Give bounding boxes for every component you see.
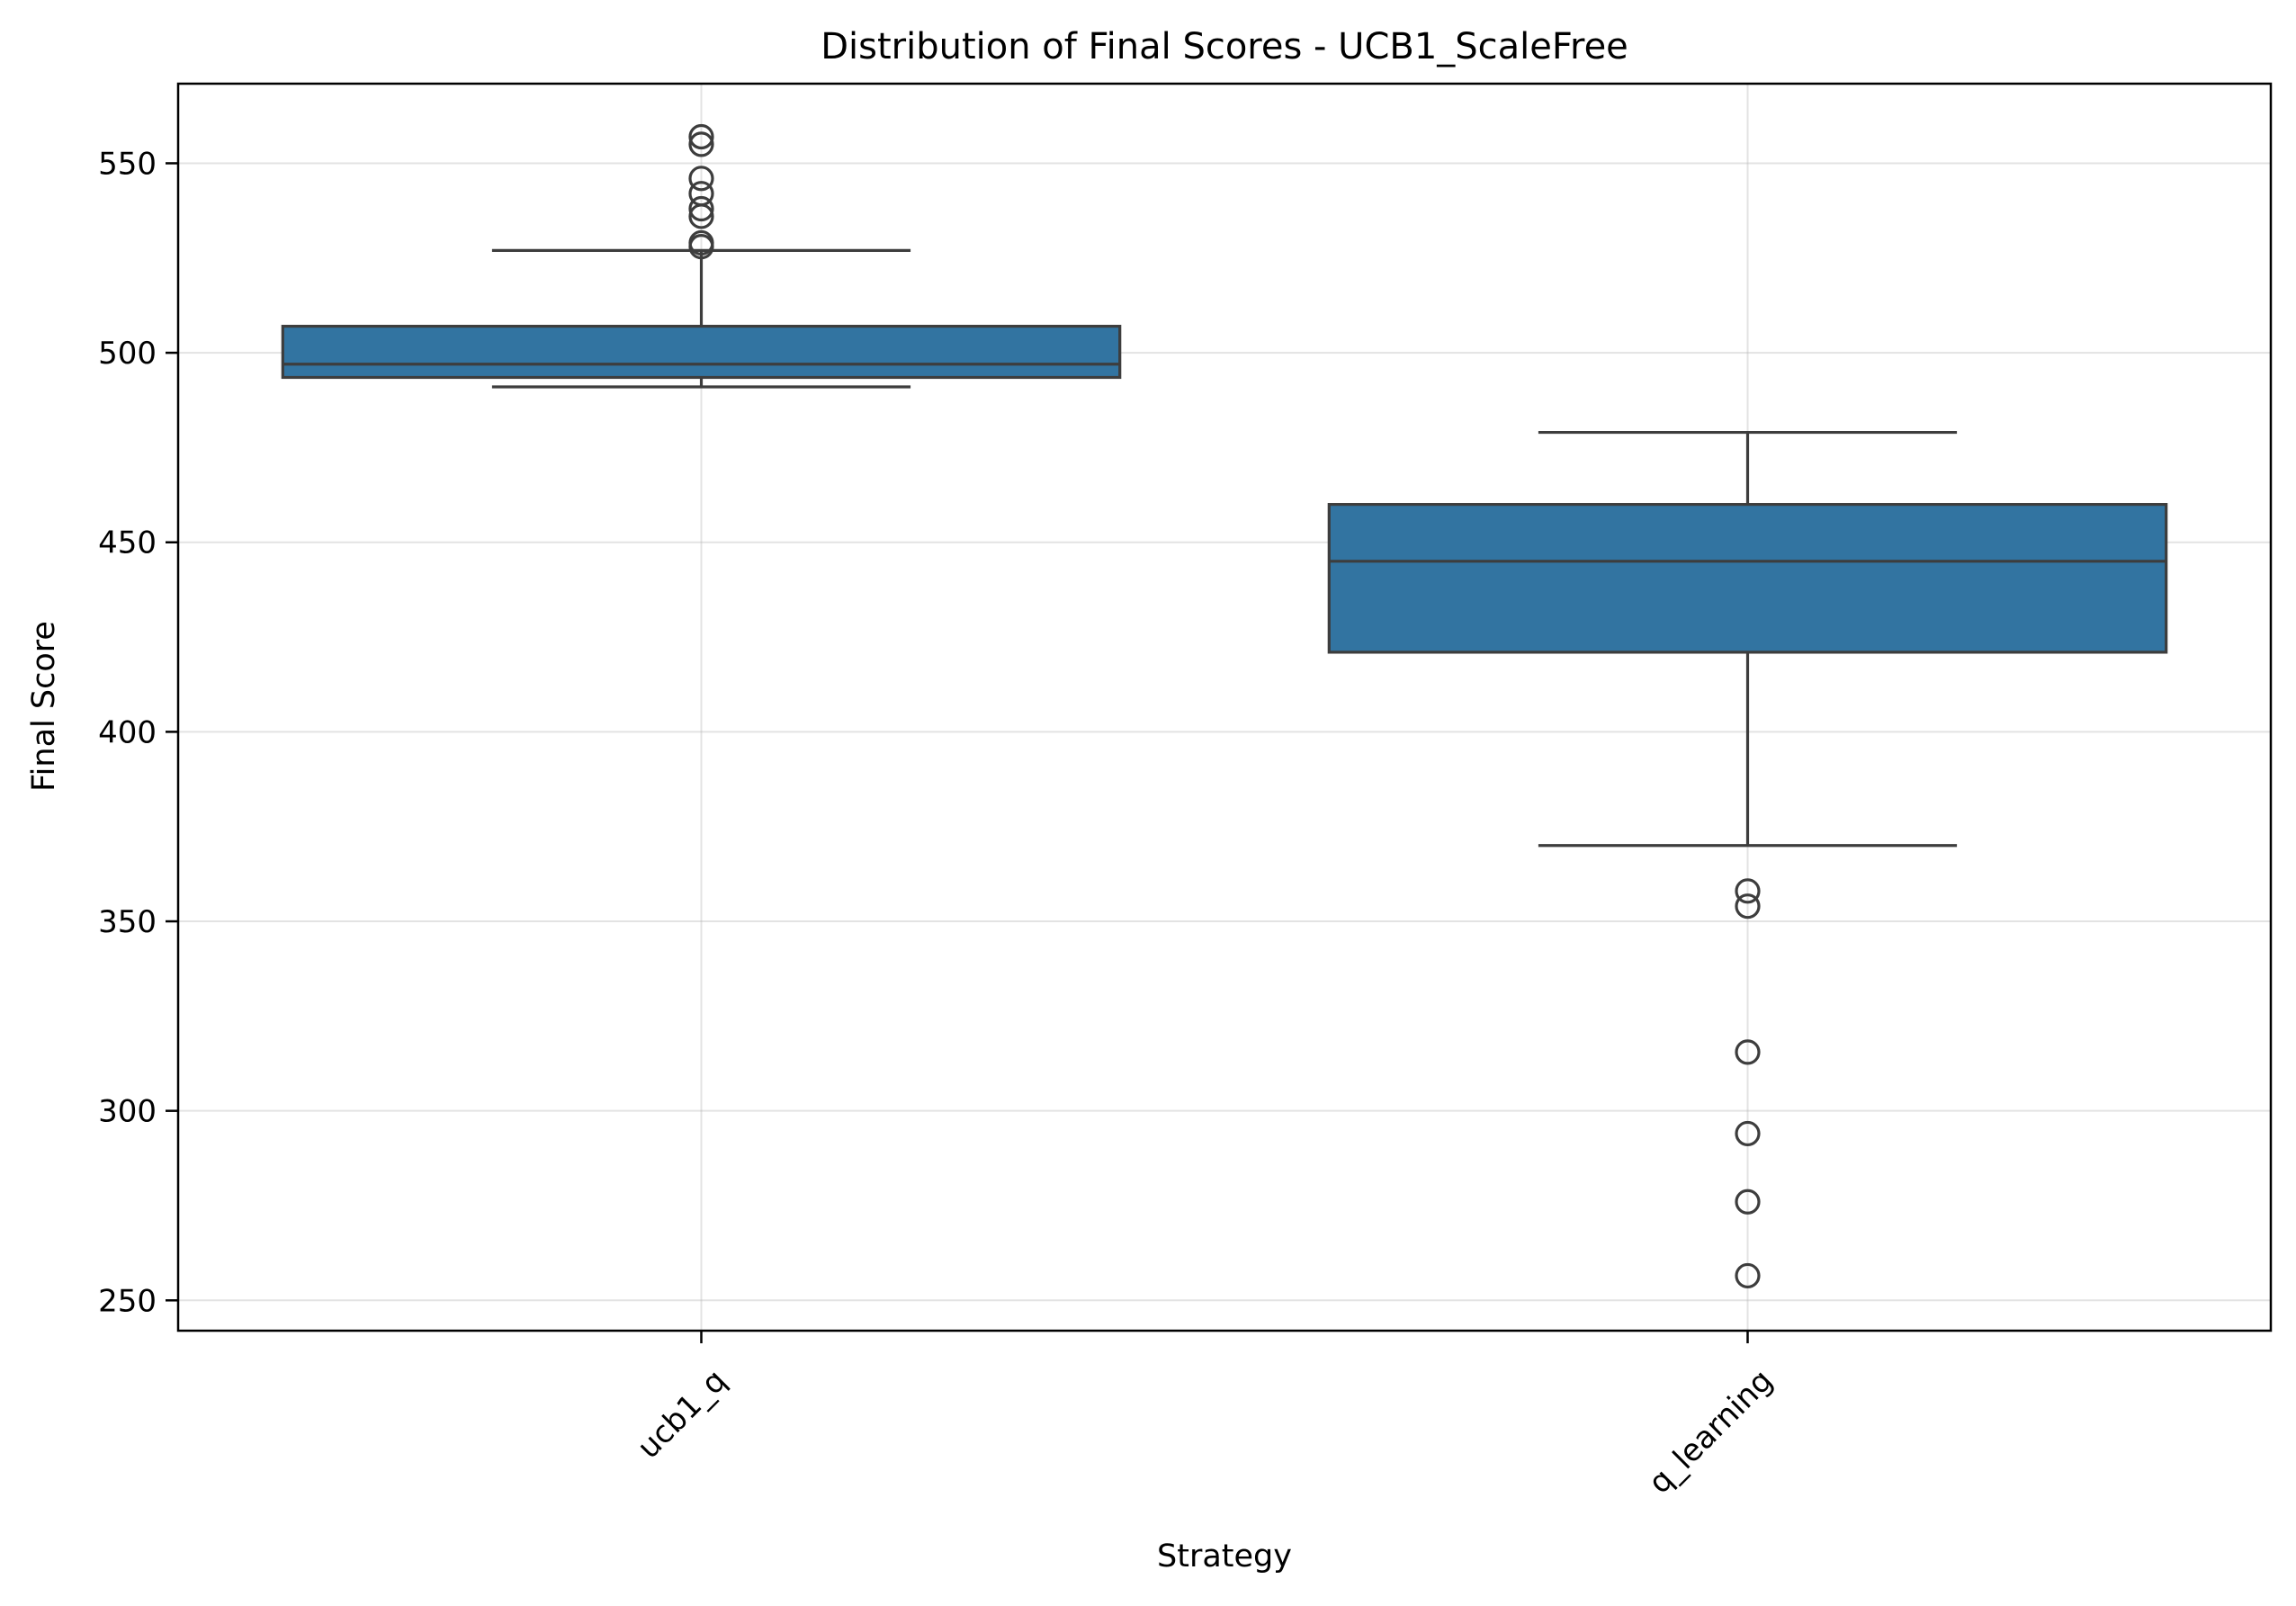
- outlier-point: [688, 229, 714, 256]
- y-axis-label: Final Score: [26, 621, 62, 792]
- x-axis-label: Strategy: [1157, 1539, 1292, 1575]
- outlier-point: [1735, 1039, 1761, 1065]
- outlier-point: [1735, 878, 1761, 904]
- y-tick-label: 550: [98, 146, 157, 182]
- box-body: [281, 325, 1122, 380]
- outlier-point: [1735, 1262, 1761, 1289]
- outlier-point: [688, 123, 714, 150]
- outlier-point: [688, 131, 714, 157]
- box-body: [1327, 503, 2168, 654]
- box-layer: [281, 123, 2168, 1289]
- outlier-point: [1735, 893, 1761, 920]
- y-tick-label: 450: [98, 525, 157, 561]
- outlier-point: [1735, 1120, 1761, 1147]
- box-group-q_learning: [1327, 430, 2168, 1289]
- outlier-point: [688, 181, 714, 207]
- outlier-point: [688, 195, 714, 222]
- box-group-ucb1_q: [281, 123, 1122, 389]
- y-tick-label: 500: [98, 336, 157, 372]
- y-tick-label: 250: [98, 1283, 157, 1319]
- outlier-point: [688, 166, 714, 192]
- chart-title: Distribution of Final Scores - UCB1_Scal…: [821, 26, 1628, 67]
- y-tick-label: 400: [98, 714, 157, 750]
- outlier-point: [1735, 1189, 1761, 1215]
- plot-frame: [176, 82, 2273, 1332]
- y-tick-label: 350: [98, 904, 157, 940]
- y-tick-label: 300: [98, 1094, 157, 1130]
